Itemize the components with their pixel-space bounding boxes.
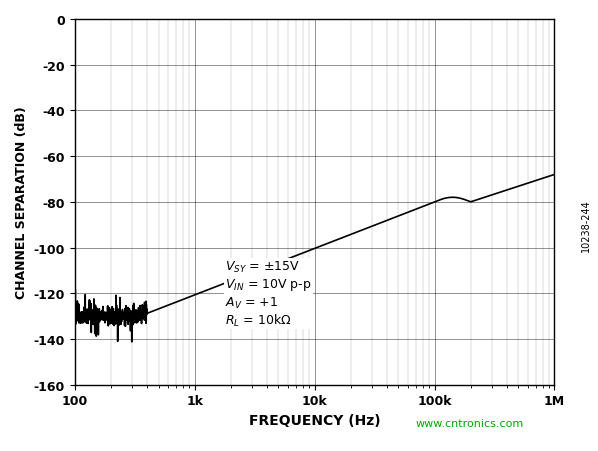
Text: www.cntronics.com: www.cntronics.com <box>416 418 524 428</box>
X-axis label: FREQUENCY (Hz): FREQUENCY (Hz) <box>249 413 380 427</box>
Text: 10238-244: 10238-244 <box>581 199 591 252</box>
Y-axis label: CHANNEL SEPARATION (dB): CHANNEL SEPARATION (dB) <box>15 106 28 299</box>
Text: $V_{SY}$ = ±15V
$V_{IN}$ = 10V p-p
$A_V$ = +1
$R_L$ = 10kΩ: $V_{SY}$ = ±15V $V_{IN}$ = 10V p-p $A_V$… <box>225 259 312 328</box>
